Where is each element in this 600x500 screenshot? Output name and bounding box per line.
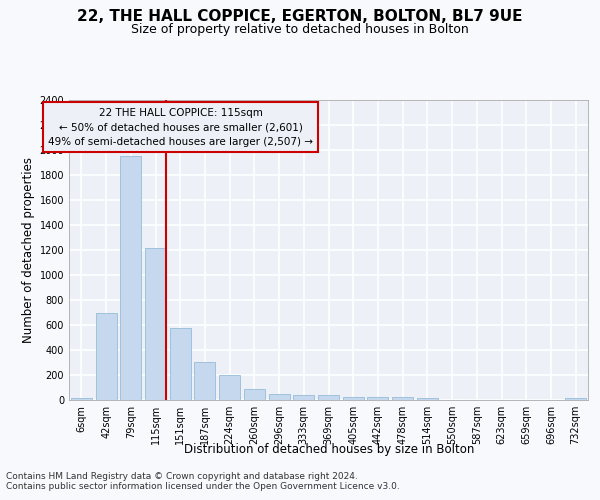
Bar: [71, 398, 92, 400]
Text: 22 THE HALL COPPICE: 115sqm
← 50% of detached houses are smaller (2,601)
49% of : 22 THE HALL COPPICE: 115sqm ← 50% of det…: [48, 108, 313, 147]
Bar: [95, 312, 116, 400]
Bar: [392, 397, 413, 400]
Bar: [367, 397, 388, 400]
Text: 22, THE HALL COPPICE, EGERTON, BOLTON, BL7 9UE: 22, THE HALL COPPICE, EGERTON, BOLTON, B…: [77, 9, 523, 24]
Bar: [219, 375, 240, 400]
Text: Contains HM Land Registry data © Crown copyright and database right 2024.: Contains HM Land Registry data © Crown c…: [6, 472, 358, 481]
Bar: [170, 328, 191, 400]
Bar: [145, 248, 166, 400]
Text: Size of property relative to detached houses in Bolton: Size of property relative to detached ho…: [131, 23, 469, 36]
Bar: [244, 390, 265, 400]
Bar: [343, 397, 364, 400]
Bar: [417, 398, 438, 400]
Bar: [293, 395, 314, 400]
Bar: [269, 394, 290, 400]
Text: Contains public sector information licensed under the Open Government Licence v3: Contains public sector information licen…: [6, 482, 400, 491]
Bar: [194, 362, 215, 400]
Bar: [565, 398, 586, 400]
Text: Distribution of detached houses by size in Bolton: Distribution of detached houses by size …: [184, 442, 474, 456]
Bar: [318, 395, 339, 400]
Y-axis label: Number of detached properties: Number of detached properties: [22, 157, 35, 343]
Bar: [120, 156, 141, 400]
